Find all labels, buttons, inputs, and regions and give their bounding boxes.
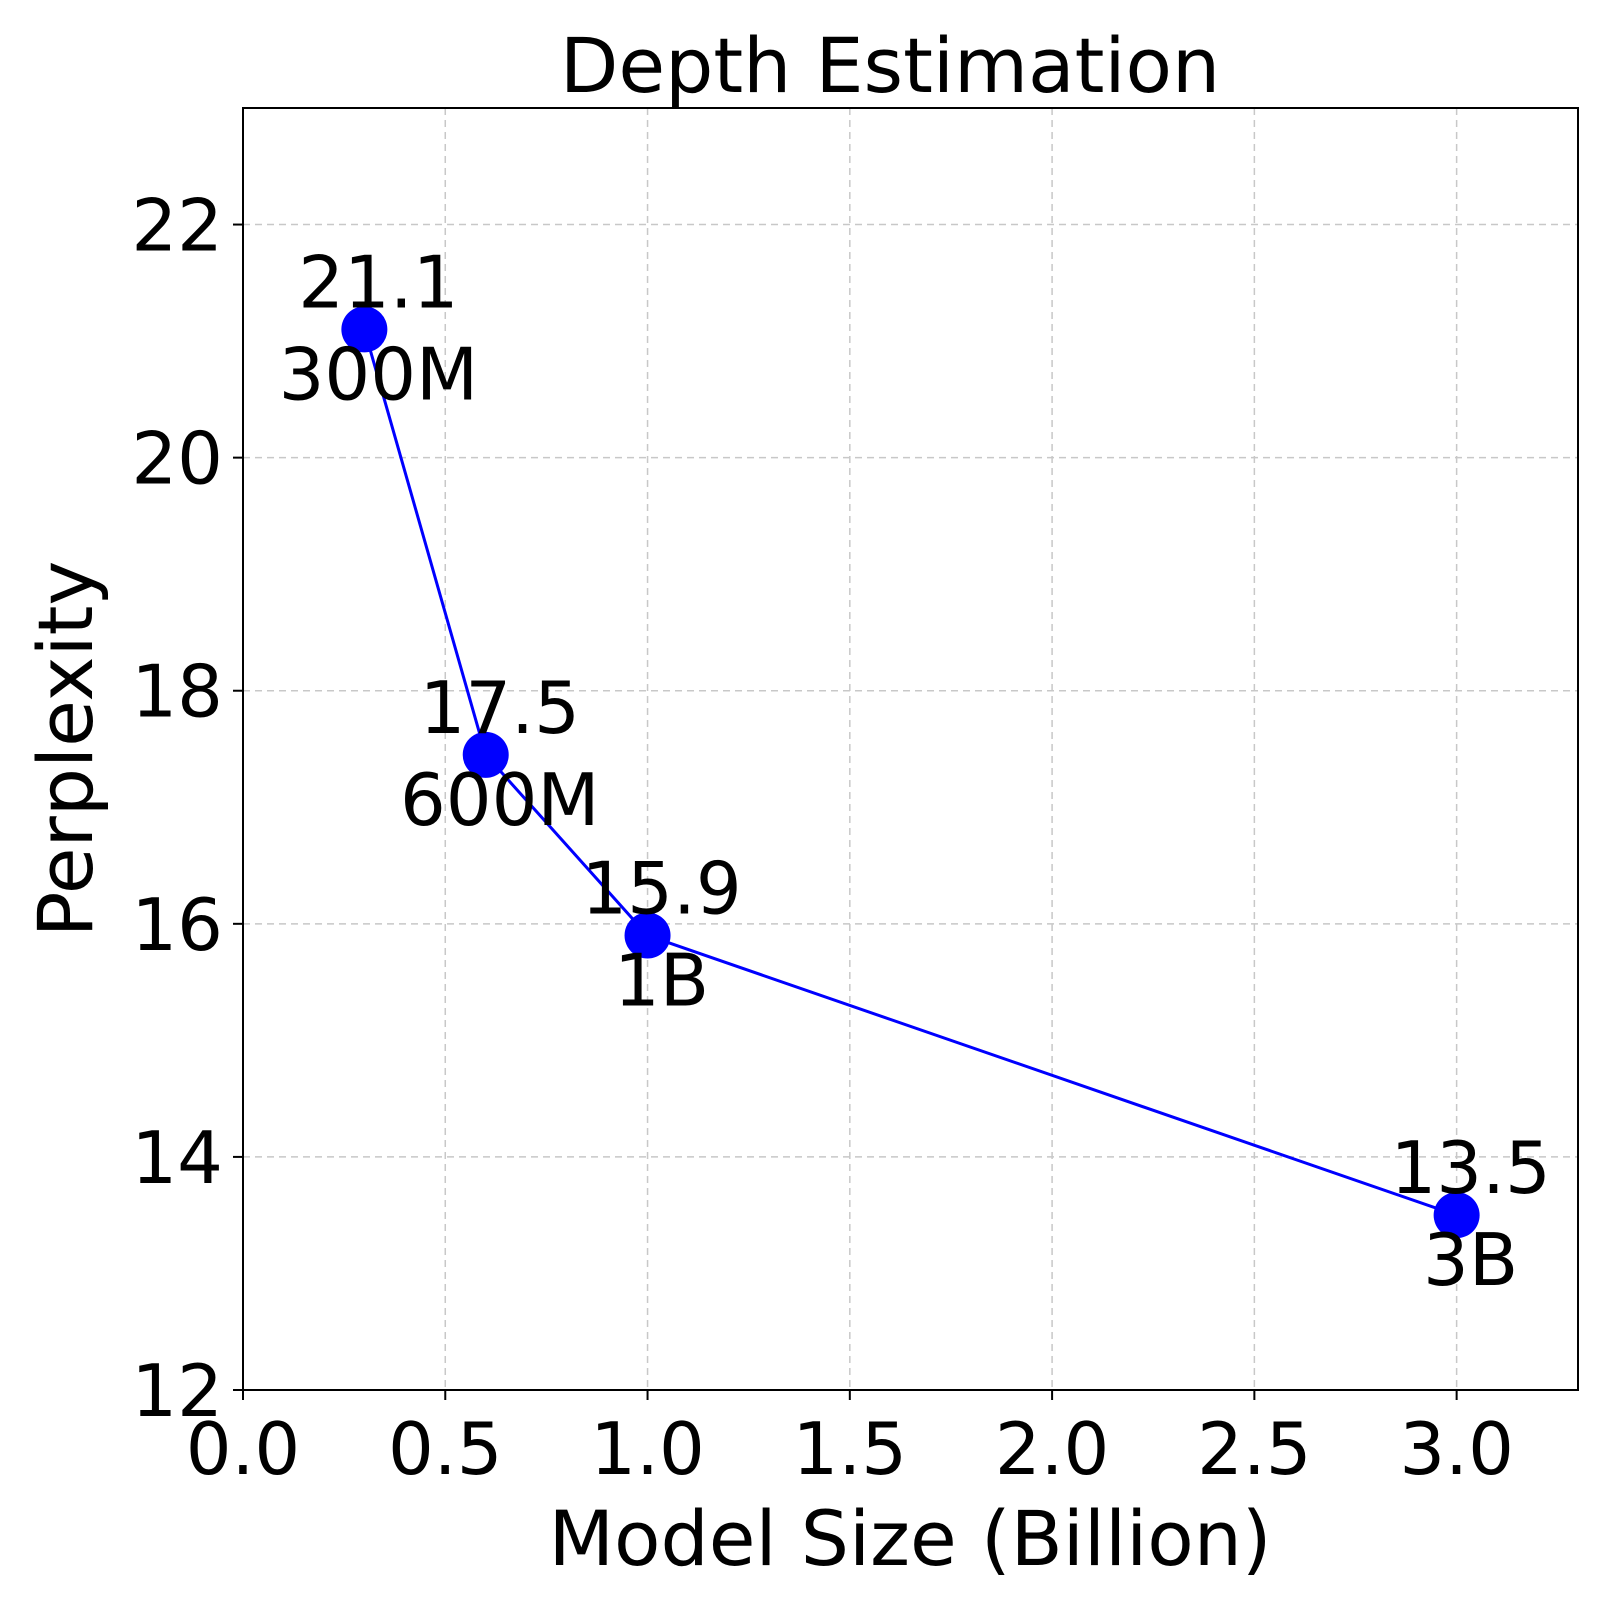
- axis-ticks: 0.0 0.5 1.0 1.5 2.0 2.5 3.0 12 14 16 18 20 22: [131, 184, 1514, 1491]
- value-label: 13.5: [1390, 1126, 1550, 1210]
- y-tick-label: 16: [131, 883, 223, 967]
- chart-title: Depth Estimation: [560, 21, 1220, 110]
- value-label: 15.9: [581, 846, 741, 930]
- y-tick-label: 14: [131, 1116, 223, 1200]
- data-point: [624, 912, 671, 959]
- x-tick-label: 3.0: [1399, 1407, 1514, 1491]
- x-tick-label: 2.5: [1197, 1407, 1312, 1491]
- grid: [242, 108, 1578, 1391]
- point-label: 600M: [400, 758, 600, 842]
- value-label: 17.5: [420, 666, 580, 750]
- plot-frame: [242, 107, 1579, 1391]
- y-tick-label: 18: [131, 650, 223, 734]
- y-axis-label: Perplexity: [21, 561, 110, 938]
- data-point: [341, 306, 388, 353]
- point-label: 300M: [279, 332, 479, 416]
- x-tick-label: 0.5: [388, 1407, 503, 1491]
- value-label: 21.1: [298, 240, 458, 324]
- x-tick-label: 1.5: [793, 1407, 908, 1491]
- series-line: [362, 329, 1458, 1217]
- y-tick-label: 12: [131, 1349, 223, 1433]
- data-point: [1433, 1192, 1480, 1239]
- x-axis-label: Model Size (Billion): [548, 1494, 1271, 1583]
- x-tick-label: 1.0: [590, 1407, 705, 1491]
- data-point: [462, 731, 509, 778]
- y-tick-label: 20: [131, 417, 223, 501]
- point-label: 3B: [1423, 1218, 1518, 1302]
- x-tick-label: 2.0: [995, 1407, 1110, 1491]
- series-layer: [341, 306, 1480, 1239]
- y-tick-label: 22: [131, 184, 223, 268]
- x-tick-label: 0.0: [186, 1407, 301, 1491]
- point-label: 1B: [614, 938, 709, 1022]
